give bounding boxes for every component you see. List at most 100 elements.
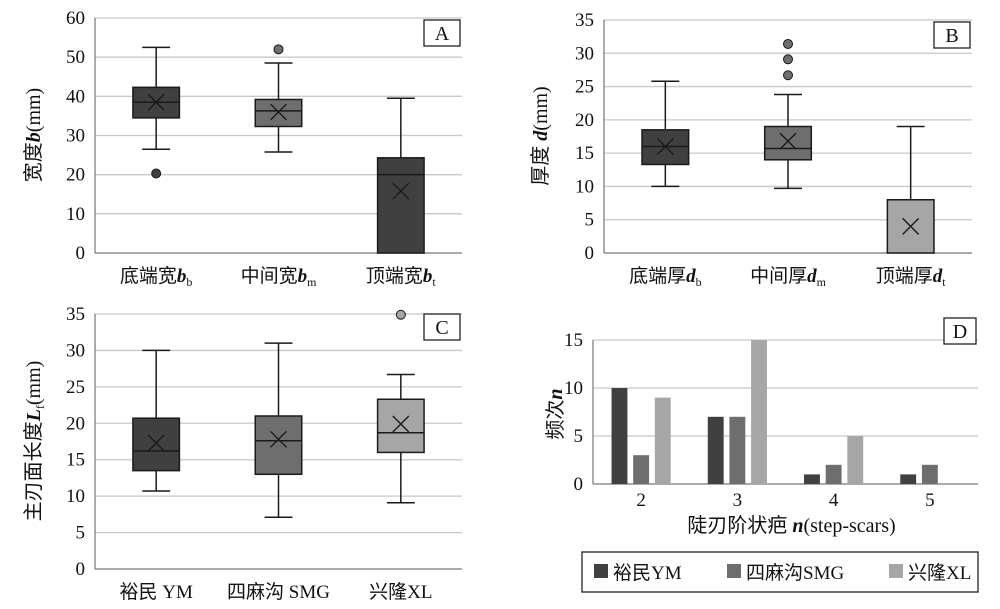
- panel-label-box: [933, 21, 971, 49]
- y-tick-label: 10: [564, 378, 583, 399]
- bar: [654, 397, 671, 484]
- y-axis-label: 宽度b(mm): [22, 88, 45, 182]
- x-category-label: 底端宽bb: [120, 265, 193, 289]
- panel-label-box: [423, 19, 461, 47]
- y-tick-label: 5: [585, 210, 595, 231]
- legend-item: 四麻沟SMG: [727, 562, 844, 584]
- bar: [804, 474, 820, 484]
- y-tick-label: 15: [575, 143, 594, 164]
- x-category-label: 5: [925, 490, 935, 511]
- outlier-point: [783, 70, 793, 81]
- mean-marker: [270, 103, 287, 121]
- iqr-box: [376, 398, 425, 454]
- panel-c: 0 5 10 15 20 25 30 35 C 主刃面长度Lf(mm) 裕民 YM 四麻沟 SMG 兴隆…: [22, 304, 462, 603]
- x-category-label: 底端厚db: [629, 265, 702, 289]
- box-3: 顶端宽bt: [366, 97, 437, 289]
- iqr-box: [376, 157, 425, 254]
- legend-item: 裕民YM: [594, 562, 682, 584]
- legend-label: 四麻沟SMG: [746, 562, 844, 584]
- x-category-label: 中间宽bm: [241, 265, 318, 289]
- mean-marker: [392, 182, 410, 200]
- mean-marker: [656, 137, 674, 155]
- bar: [921, 464, 938, 484]
- y-tick-label: 10: [575, 176, 594, 197]
- panel-label-box: [423, 313, 461, 341]
- panel-label-box: [943, 317, 977, 345]
- x-category-label: 2: [636, 490, 646, 511]
- y-tick-label: 5: [574, 426, 584, 447]
- legend-swatch: [594, 564, 608, 578]
- panel-b: 0 5 10 15 20 25 30 35 B 厚度 d(mm) 底端厚db 中间厚dm 顶端厚dt: [529, 10, 972, 289]
- bar: [847, 436, 864, 484]
- y-tick-label: 35: [575, 10, 594, 31]
- bar: [633, 455, 650, 484]
- panel-label: A: [435, 23, 450, 45]
- x-category-label: 顶端宽bt: [366, 265, 437, 289]
- y-tick-label: 15: [66, 450, 85, 471]
- box-1: 底端宽bb: [120, 46, 193, 289]
- box-2: 四麻沟 SMG: [227, 342, 330, 603]
- y-tick-label: 30: [66, 340, 85, 361]
- mean-marker: [147, 93, 165, 111]
- y-axis-label: 厚度 d(mm): [529, 86, 552, 185]
- y-tick-label: 50: [66, 47, 85, 68]
- y-tick-label: 10: [66, 204, 85, 225]
- legend-label: 裕民YM: [613, 562, 682, 584]
- mean-marker: [392, 415, 410, 433]
- box-1: 底端厚db: [629, 80, 702, 289]
- x-category-label: 中间厚dm: [750, 265, 827, 289]
- bar: [611, 388, 628, 484]
- x-axis-label: 陡刃阶状疤 n(step-scars): [687, 514, 895, 537]
- x-category-label: 兴隆XL: [369, 581, 432, 603]
- box-1: 裕民 YM: [119, 349, 193, 603]
- y-tick-label: 15: [564, 330, 583, 351]
- legend-swatch: [727, 564, 741, 578]
- box-3: 兴隆XL: [369, 309, 432, 603]
- y-tick-label: 60: [66, 8, 85, 29]
- y-tick-label: 35: [66, 304, 85, 325]
- x-category-label: 4: [829, 490, 839, 511]
- y-tick-label: 25: [575, 77, 594, 98]
- y-tick-label: 5: [76, 523, 86, 544]
- y-tick-label: 30: [66, 126, 85, 147]
- y-tick-label: 25: [66, 377, 85, 398]
- bar: [707, 416, 724, 484]
- mean-marker: [779, 132, 797, 150]
- legend-swatch: [889, 564, 903, 578]
- bar: [825, 464, 842, 484]
- y-tick-label: 20: [66, 413, 85, 434]
- panel-label: C: [435, 317, 448, 339]
- mean-marker: [270, 430, 287, 448]
- legend-item: 兴隆XL: [889, 562, 971, 584]
- panel-d: 0 5 10 15 D 频次n 2 3 4 5 陡刃阶状疤 n(step-scars) 裕民YM 四麻沟…: [544, 317, 979, 593]
- y-tick-label: 20: [66, 165, 85, 186]
- box-2: 中间厚dm: [750, 38, 827, 289]
- y-tick-label: 0: [76, 559, 86, 580]
- x-category-label: 裕民 YM: [119, 581, 192, 603]
- bar: [900, 474, 917, 484]
- box-3: 顶端厚dt: [876, 125, 946, 289]
- bar: [751, 340, 767, 484]
- y-axis-label: 主刃面长度Lf(mm): [22, 361, 47, 522]
- bar: [729, 416, 746, 484]
- legend-label: 兴隆XL: [908, 562, 971, 584]
- legend-box: [581, 551, 979, 593]
- y-tick-label: 0: [76, 243, 86, 264]
- y-tick-label: 10: [66, 486, 85, 507]
- mean-marker: [902, 217, 920, 235]
- outlier-point: [783, 54, 793, 65]
- iqr-box: [254, 415, 303, 476]
- panel-label: B: [945, 25, 958, 47]
- box-2: 中间宽bm: [241, 44, 318, 289]
- y-tick-label: 0: [585, 243, 595, 264]
- legend: 裕民YM 四麻沟SMG 兴隆XL: [581, 551, 979, 593]
- y-axis-label: 频次n: [544, 388, 567, 439]
- x-category-label: 四麻沟 SMG: [227, 581, 330, 603]
- outlier-point: [783, 38, 793, 49]
- outlier-point: [395, 309, 406, 320]
- mean-marker: [147, 434, 165, 452]
- y-tick-label: 40: [66, 86, 85, 107]
- x-category-label: 3: [733, 490, 743, 511]
